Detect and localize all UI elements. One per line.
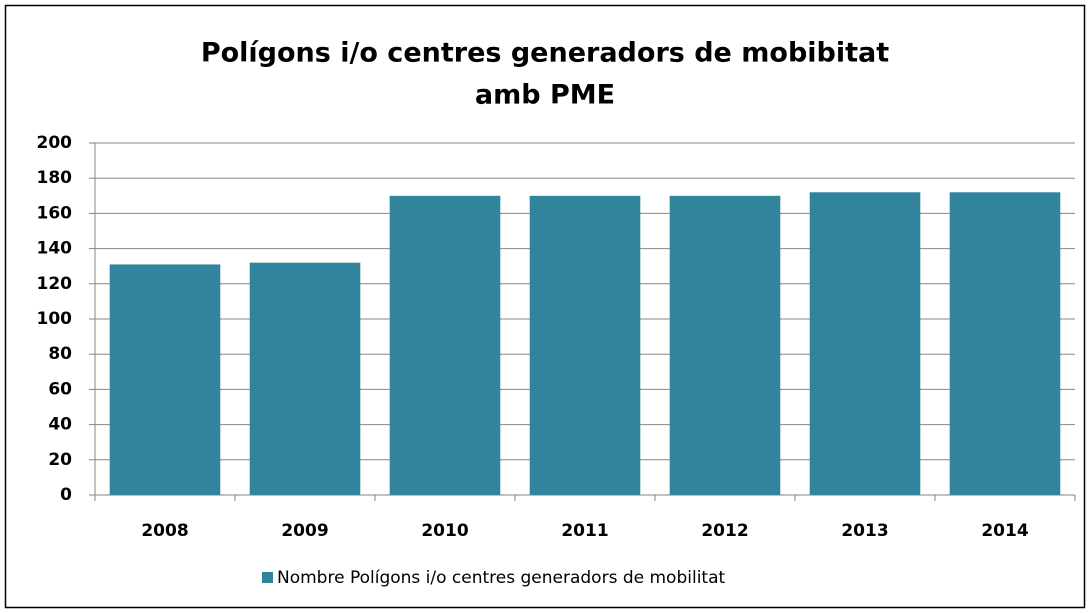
plot-area: 0 20 40 60 80 100 120 140 160 180 200 2008 2009 2010 2… xyxy=(37,133,1076,541)
x-tick-label: 2008 xyxy=(141,521,188,541)
x-tick-label: 2011 xyxy=(561,521,608,541)
y-tick-label: 180 xyxy=(37,168,73,188)
y-tick-label: 140 xyxy=(37,239,73,259)
bar xyxy=(809,192,921,495)
legend-swatch xyxy=(262,572,273,583)
legend-label: Nombre Polígons i/o centres generadors d… xyxy=(277,568,725,588)
y-tick-label: 0 xyxy=(60,485,72,505)
bar xyxy=(389,195,501,496)
y-tick-label: 100 xyxy=(37,309,73,329)
x-tick-label: 2014 xyxy=(981,521,1028,541)
x-tick-label: 2010 xyxy=(421,521,468,541)
bar xyxy=(109,264,221,495)
bar xyxy=(249,262,361,495)
y-tick-label: 160 xyxy=(37,203,73,223)
bar xyxy=(949,192,1061,495)
bar xyxy=(529,195,641,496)
chart-title: Polígons i/o centres generadors de mobib… xyxy=(201,38,889,69)
y-tick-label: 40 xyxy=(48,415,72,435)
bar xyxy=(669,195,781,496)
y-tick-label: 60 xyxy=(48,379,72,399)
y-tick-label: 200 xyxy=(37,133,73,153)
y-tick-label: 80 xyxy=(48,344,72,364)
x-tick-label: 2009 xyxy=(281,521,328,541)
x-tick-label: 2013 xyxy=(841,521,888,541)
chart-title: amb PME xyxy=(475,80,615,111)
y-tick-label: 20 xyxy=(48,450,72,470)
y-tick-label: 120 xyxy=(37,274,73,294)
x-tick-label: 2012 xyxy=(701,521,748,541)
